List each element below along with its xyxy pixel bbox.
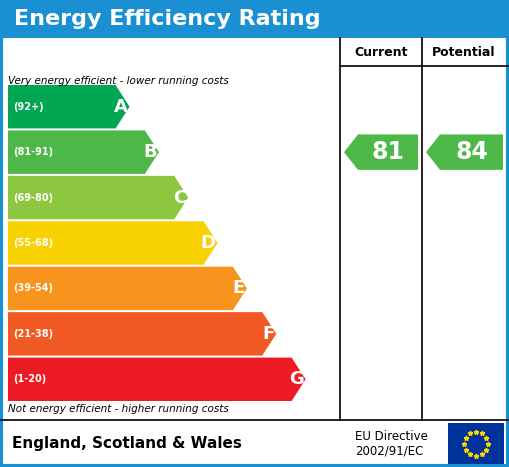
Text: A: A bbox=[114, 98, 128, 116]
Text: Potential: Potential bbox=[432, 45, 495, 58]
Text: (81-91): (81-91) bbox=[13, 147, 53, 157]
Polygon shape bbox=[8, 358, 305, 401]
Polygon shape bbox=[8, 130, 159, 174]
Text: (55-68): (55-68) bbox=[13, 238, 53, 248]
Text: E: E bbox=[233, 279, 245, 297]
Text: (21-38): (21-38) bbox=[13, 329, 53, 339]
Bar bbox=[448, 423, 504, 464]
Text: Current: Current bbox=[354, 45, 408, 58]
Polygon shape bbox=[8, 176, 188, 219]
Text: Energy Efficiency Rating: Energy Efficiency Rating bbox=[14, 9, 321, 29]
Polygon shape bbox=[344, 134, 418, 170]
Text: Very energy efficient - lower running costs: Very energy efficient - lower running co… bbox=[8, 76, 229, 86]
Text: G: G bbox=[289, 370, 304, 388]
Text: England, Scotland & Wales: England, Scotland & Wales bbox=[12, 436, 242, 451]
Text: 81: 81 bbox=[372, 140, 405, 164]
Text: D: D bbox=[201, 234, 216, 252]
Text: EU Directive
2002/91/EC: EU Directive 2002/91/EC bbox=[355, 430, 428, 458]
Bar bbox=[1, 0, 508, 38]
Polygon shape bbox=[8, 267, 247, 310]
Text: F: F bbox=[262, 325, 274, 343]
Text: (39-54): (39-54) bbox=[13, 283, 53, 293]
Text: Not energy efficient - higher running costs: Not energy efficient - higher running co… bbox=[8, 404, 229, 414]
Polygon shape bbox=[8, 221, 218, 265]
Polygon shape bbox=[8, 85, 130, 128]
Text: (69-80): (69-80) bbox=[13, 192, 53, 203]
Text: 84: 84 bbox=[455, 140, 488, 164]
Text: (1-20): (1-20) bbox=[13, 374, 46, 384]
Polygon shape bbox=[8, 312, 276, 355]
Text: B: B bbox=[144, 143, 157, 161]
Text: C: C bbox=[173, 189, 186, 206]
Polygon shape bbox=[426, 134, 503, 170]
Text: (92+): (92+) bbox=[13, 102, 44, 112]
